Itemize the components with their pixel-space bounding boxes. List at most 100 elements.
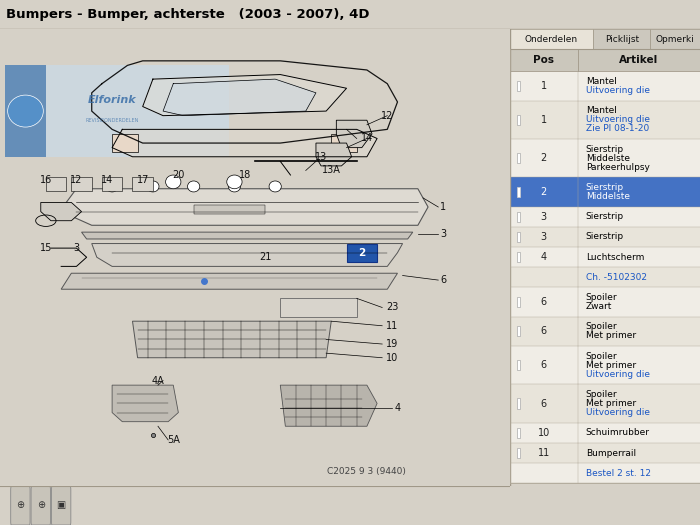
Bar xyxy=(517,297,520,307)
Text: Met primer: Met primer xyxy=(586,361,636,370)
Text: Spoiler: Spoiler xyxy=(586,390,617,399)
Text: Luchtscherm: Luchtscherm xyxy=(586,253,644,261)
Circle shape xyxy=(269,181,281,192)
Bar xyxy=(510,247,700,267)
Text: Pos: Pos xyxy=(533,56,554,66)
Polygon shape xyxy=(41,203,81,220)
Polygon shape xyxy=(92,244,402,266)
Bar xyxy=(510,288,700,317)
FancyBboxPatch shape xyxy=(5,66,230,157)
Text: Spoiler: Spoiler xyxy=(586,352,617,361)
Text: 4A: 4A xyxy=(152,375,164,385)
Bar xyxy=(510,423,700,443)
Text: 2: 2 xyxy=(540,153,547,163)
FancyBboxPatch shape xyxy=(31,486,50,525)
Text: ⊕: ⊕ xyxy=(16,499,25,510)
Bar xyxy=(510,443,700,463)
Circle shape xyxy=(227,175,242,189)
Text: 20: 20 xyxy=(172,170,185,180)
Text: Parkeerhulpsy: Parkeerhulpsy xyxy=(586,163,650,172)
Text: 6: 6 xyxy=(541,398,547,408)
FancyBboxPatch shape xyxy=(52,486,71,525)
Bar xyxy=(510,384,700,423)
Text: 2: 2 xyxy=(358,248,365,258)
Circle shape xyxy=(106,181,118,192)
Text: 11: 11 xyxy=(538,448,550,458)
Text: C2025 9 3 (9440): C2025 9 3 (9440) xyxy=(328,467,406,476)
Circle shape xyxy=(228,181,241,192)
Bar xyxy=(517,212,520,222)
Bar xyxy=(517,187,520,197)
Text: 3: 3 xyxy=(440,229,447,239)
Text: 1: 1 xyxy=(541,81,547,91)
Text: Middelste: Middelste xyxy=(586,154,630,163)
Polygon shape xyxy=(61,273,398,289)
Bar xyxy=(194,205,265,214)
Bar xyxy=(517,153,520,163)
Text: 15: 15 xyxy=(40,243,52,253)
Text: 14: 14 xyxy=(101,175,113,185)
Text: 10: 10 xyxy=(538,428,550,438)
Text: 5A: 5A xyxy=(167,435,180,445)
Text: Onderdelen: Onderdelen xyxy=(525,35,578,44)
Text: 12: 12 xyxy=(70,175,83,185)
Text: Sierstrip: Sierstrip xyxy=(586,183,624,192)
Bar xyxy=(510,267,700,288)
Text: 23: 23 xyxy=(386,302,398,312)
Bar xyxy=(517,81,520,91)
Polygon shape xyxy=(66,189,428,225)
Bar xyxy=(5,66,46,157)
Text: Spoiler: Spoiler xyxy=(586,293,617,302)
Text: 16: 16 xyxy=(40,175,52,185)
Polygon shape xyxy=(280,298,357,317)
Text: Picklijst: Picklijst xyxy=(605,35,639,44)
Circle shape xyxy=(8,95,43,127)
Text: Zwart: Zwart xyxy=(586,302,612,311)
Text: Zie PI 08-1-20: Zie PI 08-1-20 xyxy=(586,124,649,133)
Text: 14: 14 xyxy=(360,133,373,143)
Text: ⊕: ⊕ xyxy=(36,499,45,510)
Text: 2: 2 xyxy=(540,187,547,197)
Text: 13: 13 xyxy=(315,152,327,162)
Bar xyxy=(112,134,138,152)
Text: 1: 1 xyxy=(440,202,447,212)
Polygon shape xyxy=(143,75,346,116)
Bar xyxy=(594,29,650,49)
Polygon shape xyxy=(316,143,351,166)
Bar xyxy=(517,398,520,408)
Bar xyxy=(46,177,66,191)
Bar xyxy=(510,317,700,346)
Polygon shape xyxy=(280,385,377,426)
Text: Mantel: Mantel xyxy=(586,106,617,116)
Text: REVISIEONDERDELEN: REVISIEONDERDELEN xyxy=(85,118,139,123)
Text: 18: 18 xyxy=(239,170,251,180)
Bar xyxy=(517,448,520,458)
Polygon shape xyxy=(112,385,178,422)
Text: Spoiler: Spoiler xyxy=(586,322,617,331)
Circle shape xyxy=(166,175,181,189)
Text: 19: 19 xyxy=(386,339,398,349)
Polygon shape xyxy=(81,232,413,239)
Bar xyxy=(346,244,377,262)
Text: 3: 3 xyxy=(541,212,547,222)
Text: 21: 21 xyxy=(259,252,271,262)
Bar xyxy=(517,232,520,242)
Bar xyxy=(510,346,700,384)
Text: Sierstrip: Sierstrip xyxy=(586,212,624,221)
Bar xyxy=(331,134,357,152)
Text: Uitvoering die: Uitvoering die xyxy=(586,116,650,124)
FancyBboxPatch shape xyxy=(10,486,30,525)
Text: Elforink: Elforink xyxy=(88,94,136,104)
Polygon shape xyxy=(132,321,331,358)
Text: Mantel: Mantel xyxy=(586,77,617,86)
Bar xyxy=(517,360,520,370)
Polygon shape xyxy=(336,120,372,148)
Text: 3: 3 xyxy=(74,243,80,253)
Text: 6: 6 xyxy=(541,360,547,370)
Text: 11: 11 xyxy=(386,321,398,331)
Polygon shape xyxy=(163,79,316,116)
Text: 12: 12 xyxy=(381,111,393,121)
Text: Sierstrip: Sierstrip xyxy=(586,144,624,154)
Text: 17: 17 xyxy=(136,175,149,185)
Bar xyxy=(510,71,700,101)
